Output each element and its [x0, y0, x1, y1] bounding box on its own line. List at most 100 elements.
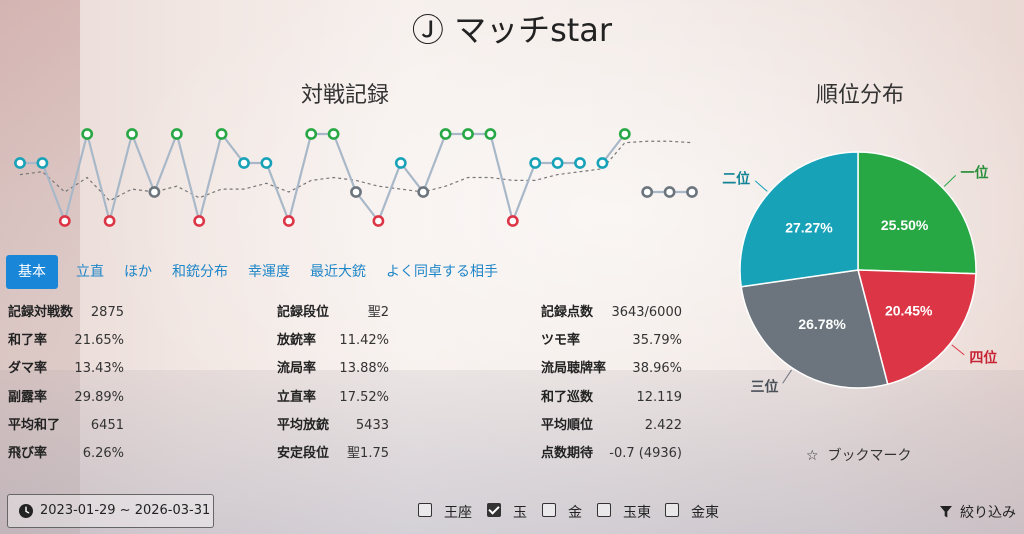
- rank-point[interactable]: [350, 186, 362, 198]
- stat-row: 飛び率 6.26%: [8, 445, 124, 463]
- star-outline-icon: ☆: [806, 448, 819, 464]
- checkbox-icon: [418, 503, 432, 517]
- rank-point[interactable]: [551, 157, 564, 169]
- pie-category-label: 四位: [969, 349, 997, 366]
- stats-tabs: 基本 立直 ほか 和銃分布 幸運度 最近大銃 よく同卓する相手: [6, 254, 508, 290]
- pie-leader-line: [754, 180, 768, 192]
- stat-row: 平均放銃 5433: [277, 417, 389, 435]
- stat-row: 副露率 29.89%: [8, 389, 124, 407]
- pie-category-label: 二位: [722, 170, 750, 187]
- pie-category-label: 一位: [961, 165, 989, 182]
- stat-label: 記録点数: [541, 305, 594, 320]
- stat-label: 安定段位: [277, 446, 330, 461]
- stat-row: 立直率 17.52%: [277, 389, 389, 407]
- rank-point[interactable]: [574, 157, 586, 169]
- rank-point[interactable]: [462, 128, 474, 140]
- stat-value: 聖1.75: [347, 446, 389, 461]
- rank-point[interactable]: [484, 128, 497, 140]
- tab-basic[interactable]: 基本: [6, 255, 58, 289]
- checkbox-icon: [542, 503, 556, 517]
- rank-point[interactable]: [305, 128, 318, 140]
- tab-other[interactable]: ほか: [124, 264, 152, 280]
- rank-point[interactable]: [170, 128, 183, 140]
- rank-point[interactable]: [282, 215, 295, 227]
- match-record-chart: [14, 128, 698, 227]
- rank-point[interactable]: [193, 215, 206, 227]
- stat-label: 平均順位: [541, 418, 594, 433]
- rank-point[interactable]: [36, 157, 49, 169]
- stat-row: 記録段位 聖2: [277, 304, 389, 322]
- date-range-label: 2023-01-29 ~ 2026-03-31: [40, 503, 211, 518]
- rank-point[interactable]: [260, 157, 273, 169]
- tab-riichi[interactable]: 立直: [76, 264, 104, 280]
- bookmark-button[interactable]: ☆ ブックマーク: [806, 445, 911, 465]
- stat-value: 2.422: [644, 418, 682, 433]
- tab-recent-big-deal[interactable]: 最近大銃: [310, 264, 366, 280]
- checkbox-label: 金東: [691, 505, 719, 521]
- page-title: Ⓙ マッチstar: [411, 11, 613, 49]
- stat-row: 放銃率 11.42%: [277, 332, 389, 350]
- date-range-button[interactable]: 2023-01-29 ~ 2026-03-31: [7, 494, 214, 528]
- stat-row: 平均和了 6451: [8, 417, 124, 435]
- stat-value: 5433: [355, 418, 389, 433]
- rank-point[interactable]: [618, 128, 631, 140]
- rank-point[interactable]: [529, 157, 542, 169]
- pie-leader-line: [782, 369, 792, 384]
- stat-row: ツモ率 35.79%: [541, 332, 682, 350]
- checkbox-icon: [597, 503, 611, 517]
- tab-win-deal-distribution[interactable]: 和銃分布: [172, 264, 228, 280]
- stat-label: 和了巡数: [541, 390, 594, 405]
- rank-point[interactable]: [103, 215, 116, 227]
- rank-point[interactable]: [372, 215, 385, 227]
- funnel-icon: [940, 506, 952, 518]
- pie-slice[interactable]: [740, 269, 889, 389]
- pie-slice[interactable]: [857, 269, 977, 386]
- rank-point[interactable]: [327, 128, 340, 140]
- rank-point[interactable]: [663, 186, 676, 198]
- rank-point[interactable]: [238, 157, 250, 169]
- filter-button[interactable]: 絞り込み: [940, 502, 1016, 522]
- stat-row: 安定段位 聖1.75: [277, 445, 389, 463]
- stat-label: ダマ率: [8, 361, 48, 376]
- rank-point[interactable]: [126, 128, 138, 140]
- checkbox-label: 金: [568, 505, 582, 521]
- stat-value: 3643/6000: [611, 305, 682, 320]
- rank-point[interactable]: [596, 157, 609, 169]
- tab-luck[interactable]: 幸運度: [248, 264, 290, 280]
- pie-percent-label: 26.78%: [798, 316, 846, 332]
- checkbox-icon: [665, 503, 679, 517]
- match-record-title: 対戦記録: [300, 83, 389, 108]
- rank-point[interactable]: [215, 128, 228, 140]
- stat-label: 副露率: [8, 390, 48, 405]
- stat-label: 記録段位: [277, 305, 330, 320]
- series-rank-line: [601, 133, 626, 164]
- filter-label: 絞り込み: [960, 505, 1016, 521]
- checkbox-label: 玉: [513, 505, 527, 521]
- stat-row: 流局率 13.88%: [277, 360, 389, 378]
- pie-category-label: 三位: [750, 379, 778, 396]
- rank-point[interactable]: [641, 186, 654, 198]
- rank-point[interactable]: [686, 186, 698, 198]
- rank-point[interactable]: [148, 186, 161, 198]
- stat-label: 記録対戦数: [8, 305, 74, 320]
- stat-value: 13.88%: [339, 361, 389, 376]
- rank-point[interactable]: [81, 128, 94, 140]
- stat-label: ツモ率: [541, 333, 581, 348]
- rank-point[interactable]: [14, 157, 26, 169]
- rank-point[interactable]: [417, 186, 430, 198]
- checkbox-checked-icon: [487, 503, 501, 517]
- series-average-line: [19, 140, 693, 202]
- pie-slice[interactable]: [857, 151, 977, 275]
- pie-leader-line: [951, 344, 965, 356]
- tab-frequent-opponents[interactable]: よく同卓する相手: [386, 264, 498, 280]
- rank-point[interactable]: [439, 128, 452, 140]
- stat-label: 立直率: [277, 390, 317, 405]
- rank-point[interactable]: [506, 215, 519, 227]
- rank-point[interactable]: [394, 157, 407, 169]
- pie-slice[interactable]: [739, 151, 859, 288]
- rank-point[interactable]: [58, 215, 71, 227]
- stat-row: 点数期待 -0.7 (4936): [541, 445, 682, 463]
- series-rank-line: [20, 130, 580, 225]
- pie-leader-line: [943, 174, 957, 187]
- stat-value: 29.89%: [74, 390, 124, 405]
